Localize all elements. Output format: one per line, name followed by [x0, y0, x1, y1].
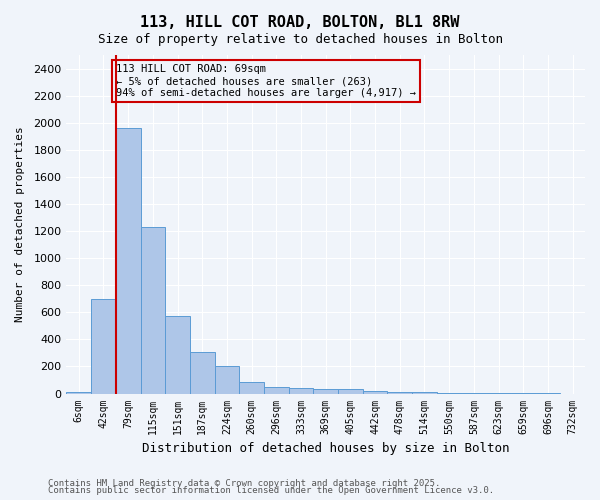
Bar	[165, 316, 190, 394]
Bar	[215, 366, 239, 394]
Bar	[190, 352, 215, 394]
Bar	[289, 388, 313, 394]
Text: 113, HILL COT ROAD, BOLTON, BL1 8RW: 113, HILL COT ROAD, BOLTON, BL1 8RW	[140, 15, 460, 30]
Bar	[116, 128, 140, 394]
Y-axis label: Number of detached properties: Number of detached properties	[15, 126, 25, 322]
Text: 113 HILL COT ROAD: 69sqm
← 5% of detached houses are smaller (263)
94% of semi-d: 113 HILL COT ROAD: 69sqm ← 5% of detache…	[116, 64, 416, 98]
Bar	[388, 392, 412, 394]
Text: Contains public sector information licensed under the Open Government Licence v3: Contains public sector information licen…	[48, 486, 494, 495]
Bar	[313, 389, 338, 394]
Bar	[140, 227, 165, 394]
X-axis label: Distribution of detached houses by size in Bolton: Distribution of detached houses by size …	[142, 442, 509, 455]
Bar	[412, 392, 437, 394]
Bar	[264, 388, 289, 394]
Bar	[67, 392, 91, 394]
Bar	[239, 382, 264, 394]
Bar	[338, 389, 363, 394]
Text: Contains HM Land Registry data © Crown copyright and database right 2025.: Contains HM Land Registry data © Crown c…	[48, 478, 440, 488]
Bar	[363, 391, 388, 394]
Bar	[437, 393, 461, 394]
Bar	[91, 299, 116, 394]
Text: Size of property relative to detached houses in Bolton: Size of property relative to detached ho…	[97, 32, 503, 46]
